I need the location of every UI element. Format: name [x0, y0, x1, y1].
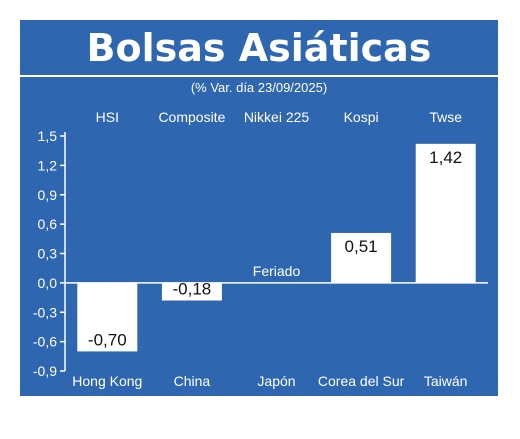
y-tick-label: -0,6 [33, 334, 57, 350]
data-label: 0,51 [345, 237, 378, 256]
bar [77, 282, 138, 352]
y-tick-label: 0,0 [38, 275, 58, 291]
data-label: 1,42 [429, 148, 462, 167]
data-label: Feriado [253, 263, 301, 279]
country-label: Taiwán [424, 373, 468, 389]
index-name: Nikkei 225 [244, 109, 310, 125]
bar [415, 143, 476, 283]
index-name: Twse [429, 109, 462, 125]
country-label: China [174, 373, 211, 389]
chart-subtitle: (% Var. día 23/09/2025) [190, 80, 328, 95]
y-tick-label: 0,6 [38, 216, 58, 232]
y-tick-label: 1,2 [38, 157, 58, 173]
country-label: Corea del Sur [318, 373, 405, 389]
bar [331, 232, 392, 283]
title-divider [20, 75, 498, 77]
chart-title: Bolsas Asiáticas [86, 26, 432, 70]
data-label: -0,70 [88, 330, 127, 349]
y-tick-label: -0,3 [33, 304, 57, 320]
y-tick-label: 0,9 [38, 187, 58, 203]
index-name: Kospi [344, 109, 379, 125]
y-tick-label: -0,9 [33, 363, 57, 379]
country-label: Japón [257, 373, 295, 389]
y-tick-label: 1,5 [38, 128, 58, 144]
bar [161, 282, 222, 301]
index-name: Composite [158, 109, 225, 125]
y-tick-label: 0,3 [38, 246, 58, 262]
index-name: HSI [96, 109, 119, 125]
data-label: -0,18 [173, 280, 212, 299]
country-label: Hong Kong [72, 373, 142, 389]
